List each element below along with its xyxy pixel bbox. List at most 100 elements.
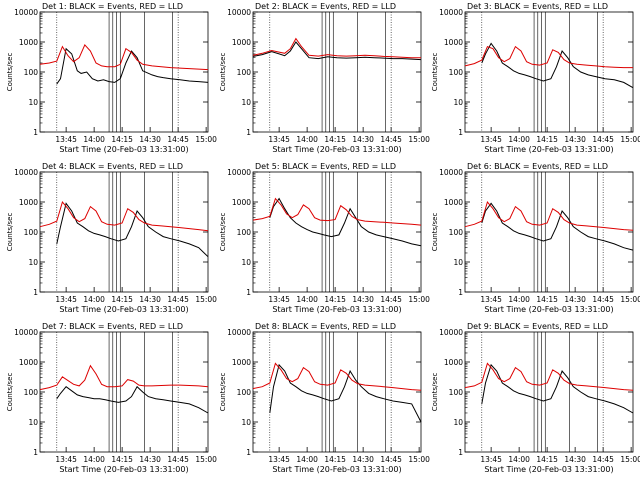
y-tick-label: 10000 — [439, 8, 463, 17]
y-tick-label: 100 — [449, 228, 464, 237]
y-tick-label: 10000 — [14, 168, 38, 177]
y-axis-label: Counts/sec — [219, 53, 227, 92]
y-tick-label: 10 — [28, 258, 38, 267]
x-tick-label: 14:30 — [139, 455, 161, 464]
x-tick-label: 13:45 — [480, 295, 502, 304]
series-events-line — [481, 202, 634, 251]
panel-title: Det 8: BLACK = Events, RED = LLD — [255, 322, 396, 331]
x-tick-label: 14:00 — [83, 455, 105, 464]
panel-4: Det 4: BLACK = Events, RED = LLD 1 10 100 10… — [6, 162, 217, 314]
x-tick-label: 14:15 — [324, 455, 346, 464]
x-axis-label: Start Time (20-Feb-03 13:31:00) — [272, 145, 401, 154]
x-tick-label: 14:15 — [111, 295, 133, 304]
y-tick-label: 100 — [24, 388, 39, 397]
panel-title: Det 3: BLACK = Events, RED = LLD — [467, 2, 608, 11]
series-lld-line — [464, 200, 634, 231]
y-tick-label: 1000 — [19, 38, 38, 47]
y-tick-label: 1000 — [444, 38, 463, 47]
panel-title: Det 7: BLACK = Events, RED = LLD — [42, 322, 183, 331]
panel-7: Det 7: BLACK = Events, RED = LLD 1 10 100 10… — [6, 322, 217, 474]
x-tick-label: 14:15 — [536, 295, 558, 304]
y-tick-label: 10 — [28, 418, 38, 427]
x-tick-label: 14:30 — [564, 295, 586, 304]
y-tick-label: 100 — [237, 388, 252, 397]
y-tick-label: 1 — [33, 128, 38, 137]
y-tick-label: 1 — [33, 288, 38, 297]
x-tick-label: 14:00 — [296, 135, 318, 144]
y-tick-label: 1000 — [444, 358, 463, 367]
x-tick-label: 14:45 — [380, 295, 402, 304]
y-tick-label: 10000 — [14, 328, 38, 337]
y-tick-label: 10 — [453, 258, 463, 267]
y-tick-label: 1 — [458, 128, 463, 137]
x-tick-label: 13:45 — [55, 455, 77, 464]
y-tick-label: 10 — [453, 98, 463, 107]
panel-5: Det 5: BLACK = Events, RED = LLD 1 10 100 10… — [219, 162, 430, 314]
series-events-line — [481, 42, 634, 89]
y-tick-label: 1000 — [19, 358, 38, 367]
y-tick-label: 10000 — [439, 168, 463, 177]
x-tick-label: 14:30 — [564, 455, 586, 464]
x-tick-label: 15:00 — [620, 455, 640, 464]
x-tick-label: 14:45 — [380, 455, 402, 464]
x-tick-label: 15:00 — [195, 295, 217, 304]
x-axis-label: Start Time (20-Feb-03 13:31:00) — [59, 305, 188, 314]
x-tick-label: 14:30 — [139, 295, 161, 304]
y-axis-label: Counts/sec — [6, 373, 14, 412]
x-tick-label: 14:45 — [592, 135, 614, 144]
x-tick-label: 14:15 — [536, 455, 558, 464]
y-tick-label: 1 — [246, 448, 251, 457]
series-lld-line — [39, 200, 209, 232]
x-tick-label: 13:45 — [480, 135, 502, 144]
y-tick-label: 1 — [246, 288, 251, 297]
x-tick-label: 14:45 — [592, 455, 614, 464]
x-tick-label: 14:30 — [352, 135, 374, 144]
plot-frame — [464, 331, 634, 453]
x-tick-label: 14:15 — [324, 295, 346, 304]
x-tick-label: 13:45 — [268, 295, 290, 304]
x-tick-label: 15:00 — [408, 135, 430, 144]
x-tick-label: 14:45 — [592, 295, 614, 304]
plot-frame — [464, 171, 634, 293]
x-tick-label: 14:30 — [564, 135, 586, 144]
y-tick-label: 1 — [458, 448, 463, 457]
x-tick-label: 14:00 — [508, 295, 530, 304]
y-tick-label: 1000 — [232, 198, 251, 207]
x-axis-label: Start Time (20-Feb-03 13:31:00) — [272, 465, 401, 474]
series-events-line — [269, 197, 422, 247]
y-axis-label: Counts/sec — [6, 53, 14, 92]
y-tick-label: 1000 — [232, 38, 251, 47]
series-lld-line — [252, 197, 422, 226]
y-tick-label: 10 — [241, 418, 251, 427]
x-tick-label: 15:00 — [620, 295, 640, 304]
panel-2: Det 2: BLACK = Events, RED = LLD 1 10 100 10… — [219, 2, 430, 154]
y-tick-label: 1 — [458, 288, 463, 297]
panel-title: Det 1: BLACK = Events, RED = LLD — [42, 2, 183, 11]
x-axis-label: Start Time (20-Feb-03 13:31:00) — [272, 305, 401, 314]
x-tick-label: 15:00 — [195, 455, 217, 464]
y-axis-label: Counts/sec — [219, 213, 227, 252]
x-tick-label: 13:45 — [268, 455, 290, 464]
x-tick-label: 14:15 — [111, 455, 133, 464]
x-tick-label: 14:00 — [296, 295, 318, 304]
x-tick-label: 14:00 — [508, 455, 530, 464]
plot-frame — [252, 171, 422, 293]
series-events-line — [481, 363, 634, 414]
x-axis-label: Start Time (20-Feb-03 13:31:00) — [484, 465, 613, 474]
y-tick-label: 100 — [449, 68, 464, 77]
x-tick-label: 14:15 — [324, 135, 346, 144]
y-axis-label: Counts/sec — [431, 53, 439, 92]
panel-title: Det 5: BLACK = Events, RED = LLD — [255, 162, 396, 171]
y-tick-label: 100 — [237, 228, 252, 237]
y-tick-label: 10000 — [227, 8, 251, 17]
panel-title: Det 4: BLACK = Events, RED = LLD — [42, 162, 183, 171]
x-tick-label: 14:00 — [83, 295, 105, 304]
x-tick-label: 14:45 — [167, 455, 189, 464]
panel-title: Det 6: BLACK = Events, RED = LLD — [467, 162, 608, 171]
y-tick-label: 10 — [28, 98, 38, 107]
y-tick-label: 100 — [237, 68, 252, 77]
x-axis-label: Start Time (20-Feb-03 13:31:00) — [484, 305, 613, 314]
x-axis-label: Start Time (20-Feb-03 13:31:00) — [484, 145, 613, 154]
x-axis-label: Start Time (20-Feb-03 13:31:00) — [59, 465, 188, 474]
